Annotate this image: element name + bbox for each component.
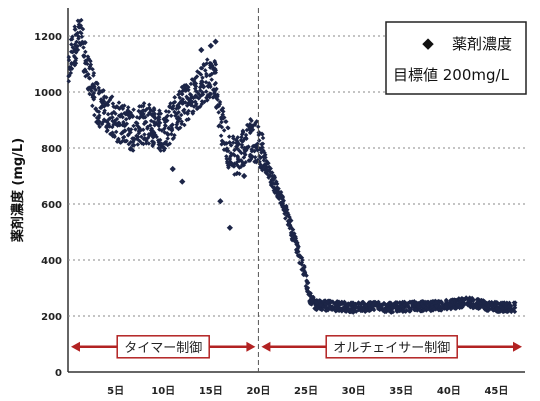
y-tick-label-800: 800 [41, 144, 62, 155]
legend-marker: ◆ [422, 34, 434, 52]
data-point [209, 77, 214, 82]
data-point [83, 50, 88, 55]
data-point-outlier [170, 166, 176, 172]
x-tick-label-10: 10日 [151, 385, 175, 397]
data-point [224, 119, 229, 124]
data-point [261, 136, 266, 141]
data-point [203, 68, 208, 73]
data-point [117, 100, 122, 105]
data-point [172, 95, 177, 100]
data-point [88, 76, 93, 81]
y-tick-label-1200: 1200 [34, 32, 62, 43]
data-point [222, 128, 227, 133]
data-point [81, 45, 86, 50]
phase-arrow-head-left [261, 342, 270, 352]
data-point-outlier [217, 198, 223, 204]
y-tick-label-600: 600 [41, 200, 62, 211]
data-point-outlier [179, 178, 185, 184]
data-point-outlier [208, 43, 214, 49]
y-tick-label-200: 200 [41, 312, 62, 323]
x-tick-label-45: 45日 [484, 385, 508, 397]
data-point [90, 104, 95, 109]
x-tick-label-25: 25日 [294, 385, 318, 397]
legend-series-label: 薬剤濃度 [452, 35, 512, 53]
data-point [106, 112, 111, 117]
phase-arrow-head-right [246, 342, 255, 352]
data-point [219, 133, 224, 138]
phase-2: オルチェイサー制御 [261, 336, 522, 358]
x-tick-label-35: 35日 [389, 385, 413, 397]
phase-label: オルチェイサー制御 [333, 341, 450, 356]
data-point [167, 110, 172, 115]
y-tick-label-0: 0 [55, 368, 62, 379]
x-tick-label-20: 20日 [246, 385, 270, 397]
x-tick-label-5: 5日 [107, 385, 124, 397]
y-tick-label-1000: 1000 [34, 88, 62, 99]
y-tick-label-400: 400 [41, 256, 62, 267]
data-point-outlier [227, 225, 233, 231]
data-point [66, 79, 71, 84]
x-tick-label-40: 40日 [437, 385, 461, 397]
legend-target-label: 目標値 200mg/L [393, 66, 510, 84]
phase-arrow-head-right [513, 342, 522, 352]
legend: ◆ 薬剤濃度 目標値 200mg/L [386, 22, 526, 94]
data-point [131, 107, 136, 112]
x-tick-label-30: 30日 [342, 385, 366, 397]
data-point [114, 130, 119, 135]
y-axis-label: 薬剤濃度 (mg/L) [10, 138, 26, 243]
data-point-outlier [241, 173, 247, 179]
data-point [227, 134, 232, 139]
x-tick-label-15: 15日 [199, 385, 223, 397]
phase-arrow-head-left [71, 342, 80, 352]
phase-1: タイマー制御 [71, 336, 255, 358]
phase-label: タイマー制御 [124, 341, 202, 356]
data-point-outlier [198, 47, 204, 53]
data-point-outlier [212, 38, 218, 44]
data-point [205, 57, 210, 62]
